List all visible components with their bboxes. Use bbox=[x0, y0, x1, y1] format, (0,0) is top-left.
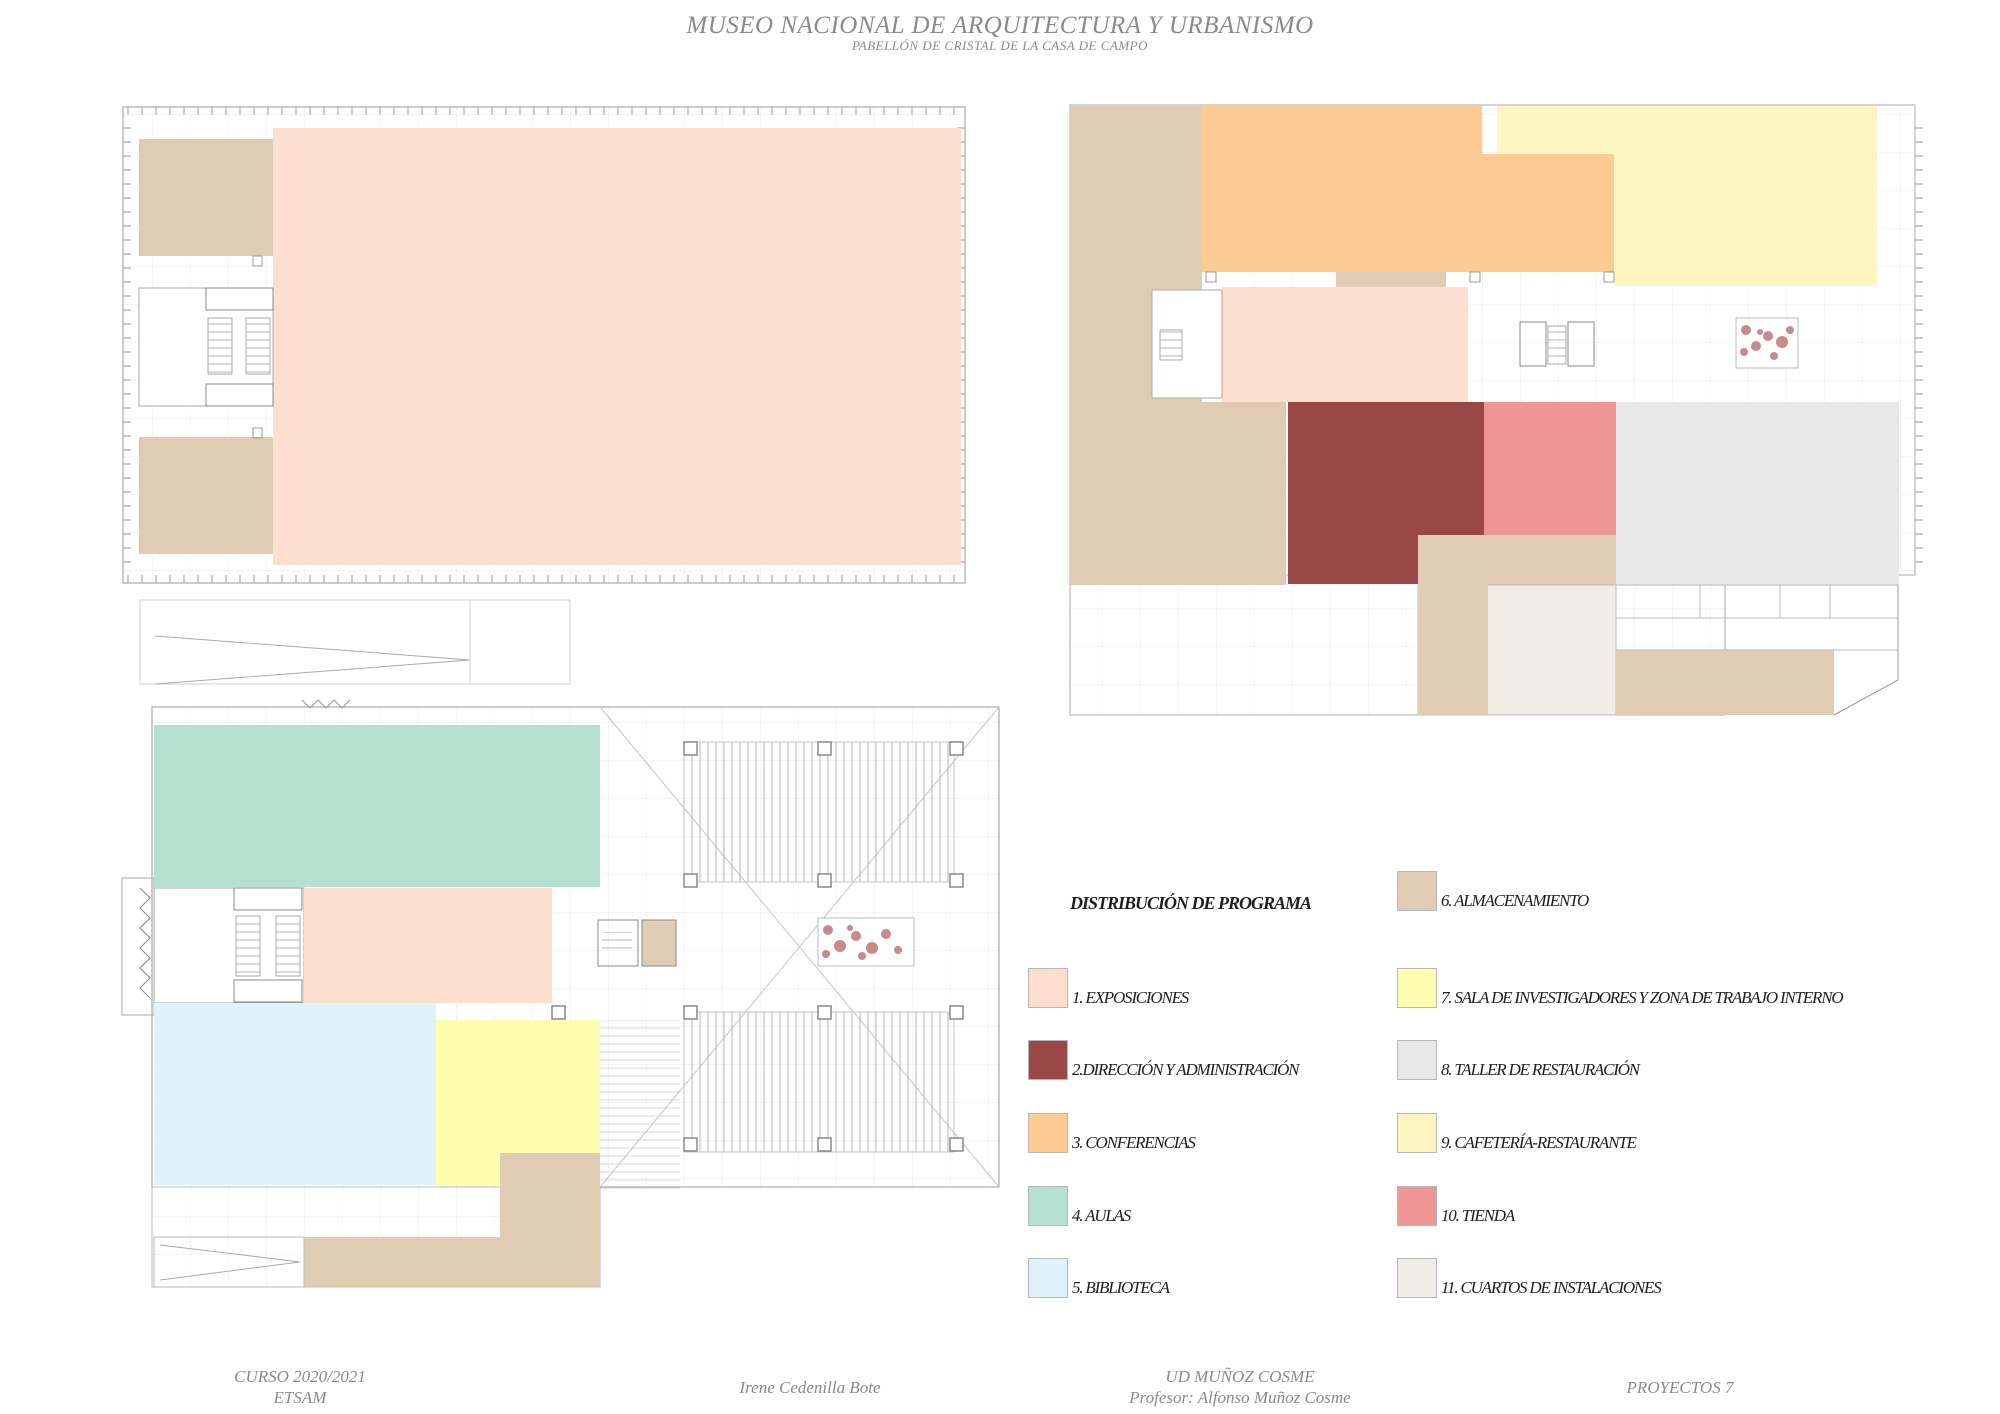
legend-swatch bbox=[1397, 871, 1437, 911]
legend-label: 10. TIENDA bbox=[1441, 1206, 1515, 1225]
footer-course-block: CURSO 2020/2021 ETSAM bbox=[180, 1366, 420, 1408]
legend-swatch bbox=[1397, 1258, 1437, 1298]
legend-label: 9. CAFETERÍA-RESTAURANTE bbox=[1441, 1133, 1637, 1152]
footer-author: Irene Cedenilla Bote bbox=[739, 1378, 881, 1397]
legend-label: 5. BIBLIOTECA bbox=[1072, 1278, 1170, 1297]
zone-exposiciones bbox=[304, 888, 552, 1003]
footer-professor: Profesor: Alfonso Muñoz Cosme bbox=[1129, 1388, 1351, 1407]
legend-swatch bbox=[1028, 968, 1068, 1008]
page-title: MUSEO NACIONAL DE ARQUITECTURA Y URBANIS… bbox=[686, 12, 1314, 39]
legend-label: 4. AULAS bbox=[1072, 1206, 1131, 1225]
legend-label: 11. CUARTOS DE INSTALACIONES bbox=[1441, 1278, 1662, 1297]
legend-swatch bbox=[1028, 1113, 1068, 1153]
footer-school: ETSAM bbox=[273, 1388, 327, 1407]
plan-lower bbox=[121, 699, 1000, 1288]
legend-swatch bbox=[1028, 1258, 1068, 1298]
zone-tienda bbox=[1484, 402, 1616, 535]
zone-almacenamiento bbox=[139, 139, 273, 256]
legend-swatch bbox=[1397, 1186, 1437, 1226]
legend-label: 1. EXPOSICIONES bbox=[1072, 988, 1189, 1007]
zone-aulas bbox=[154, 725, 600, 887]
zone-almacenamiento bbox=[1616, 650, 1834, 715]
zone-exposiciones bbox=[273, 128, 961, 565]
legend-label: 7. SALA DE INVESTIGADORES Y ZONA DE TRAB… bbox=[1441, 988, 1844, 1007]
legend-swatch bbox=[1397, 968, 1437, 1008]
legend-label: 6. ALMACENAMIENTO bbox=[1441, 891, 1589, 910]
zone-almacenamiento bbox=[304, 1237, 600, 1287]
plan-upper-left bbox=[122, 106, 966, 685]
zone-almacenamiento bbox=[1202, 402, 1286, 585]
legend-swatch bbox=[1028, 1040, 1068, 1080]
legend-label: 2.DIRECCIÓN Y ADMINISTRACIÓN bbox=[1072, 1060, 1299, 1079]
zone-biblioteca bbox=[154, 1003, 436, 1185]
zone-conferencias bbox=[1482, 154, 1614, 272]
footer-unit: UD MUÑOZ COSME bbox=[1165, 1367, 1315, 1386]
zone-almacenamiento bbox=[139, 437, 273, 554]
zone-exposiciones bbox=[1222, 287, 1468, 402]
legend-swatch bbox=[1397, 1113, 1437, 1153]
legend-swatch bbox=[1397, 1040, 1437, 1080]
legend-heading: DISTRIBUCIÓN DE PROGRAMA bbox=[1070, 893, 1312, 913]
zone-conferencias bbox=[1202, 106, 1482, 272]
zone-cafeteria bbox=[1497, 106, 1877, 154]
plan-upper-right bbox=[1069, 104, 1923, 716]
legend-swatch bbox=[1028, 1186, 1068, 1226]
footer-course: CURSO 2020/2021 bbox=[234, 1367, 366, 1386]
zone-taller bbox=[1616, 402, 1899, 585]
footer-unit-block: UD MUÑOZ COSME Profesor: Alfonso Muñoz C… bbox=[1080, 1366, 1400, 1408]
legend-label: 8. TALLER DE RESTAURACIÓN bbox=[1441, 1060, 1640, 1079]
legend-label: 3. CONFERENCIAS bbox=[1072, 1133, 1196, 1152]
zone-cafeteria bbox=[1614, 154, 1877, 286]
page-subtitle: PABELLÓN DE CRISTAL DE LA CASA DE CAMPO bbox=[851, 38, 1148, 53]
footer-subject: PROYECTOS 7 bbox=[1626, 1378, 1734, 1397]
